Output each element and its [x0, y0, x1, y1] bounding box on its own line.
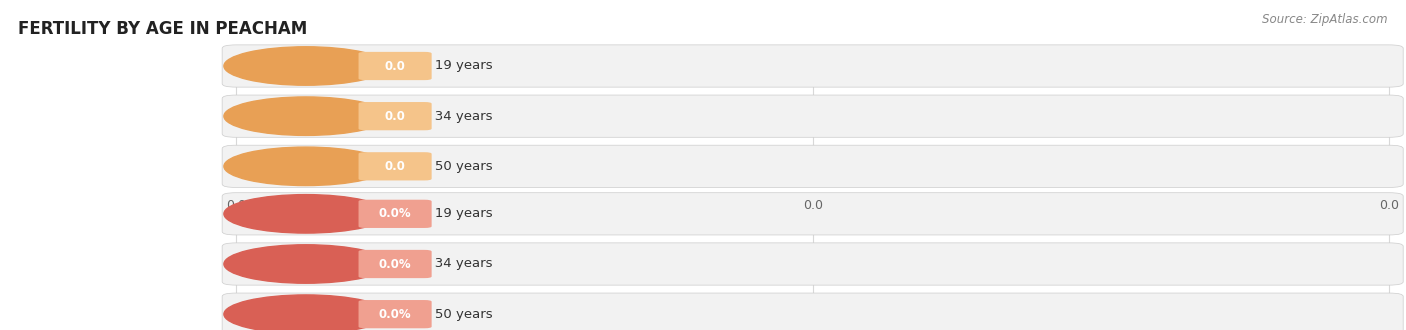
FancyBboxPatch shape [359, 102, 432, 130]
Text: 0.0: 0.0 [803, 199, 823, 212]
Text: Source: ZipAtlas.com: Source: ZipAtlas.com [1263, 13, 1388, 26]
FancyBboxPatch shape [359, 300, 432, 328]
Text: 15 to 19 years: 15 to 19 years [396, 207, 494, 220]
Circle shape [224, 295, 388, 330]
FancyBboxPatch shape [222, 193, 1403, 235]
Text: 0.0: 0.0 [385, 160, 405, 173]
Circle shape [224, 47, 388, 85]
Text: 0.0: 0.0 [385, 110, 405, 123]
Text: 0.0: 0.0 [385, 59, 405, 73]
Text: 0.0: 0.0 [226, 199, 246, 212]
FancyBboxPatch shape [222, 95, 1403, 137]
Text: 0.0%: 0.0% [378, 308, 412, 321]
FancyBboxPatch shape [359, 250, 432, 278]
Circle shape [224, 195, 388, 233]
Text: 35 to 50 years: 35 to 50 years [396, 160, 494, 173]
FancyBboxPatch shape [222, 45, 1403, 87]
Text: 20 to 34 years: 20 to 34 years [396, 257, 494, 271]
Text: 0.0%: 0.0% [378, 207, 412, 220]
Text: 0.0%: 0.0% [378, 257, 412, 271]
FancyBboxPatch shape [359, 200, 432, 228]
Circle shape [224, 97, 388, 135]
Circle shape [224, 147, 388, 185]
Circle shape [224, 245, 388, 283]
Text: FERTILITY BY AGE IN PEACHAM: FERTILITY BY AGE IN PEACHAM [18, 20, 308, 38]
FancyBboxPatch shape [222, 145, 1403, 187]
Text: 35 to 50 years: 35 to 50 years [396, 308, 494, 321]
FancyBboxPatch shape [359, 152, 432, 181]
Text: 20 to 34 years: 20 to 34 years [396, 110, 494, 123]
Text: 0.0: 0.0 [1379, 199, 1399, 212]
FancyBboxPatch shape [222, 243, 1403, 285]
Text: 15 to 19 years: 15 to 19 years [396, 59, 494, 73]
FancyBboxPatch shape [222, 293, 1403, 330]
FancyBboxPatch shape [359, 52, 432, 80]
